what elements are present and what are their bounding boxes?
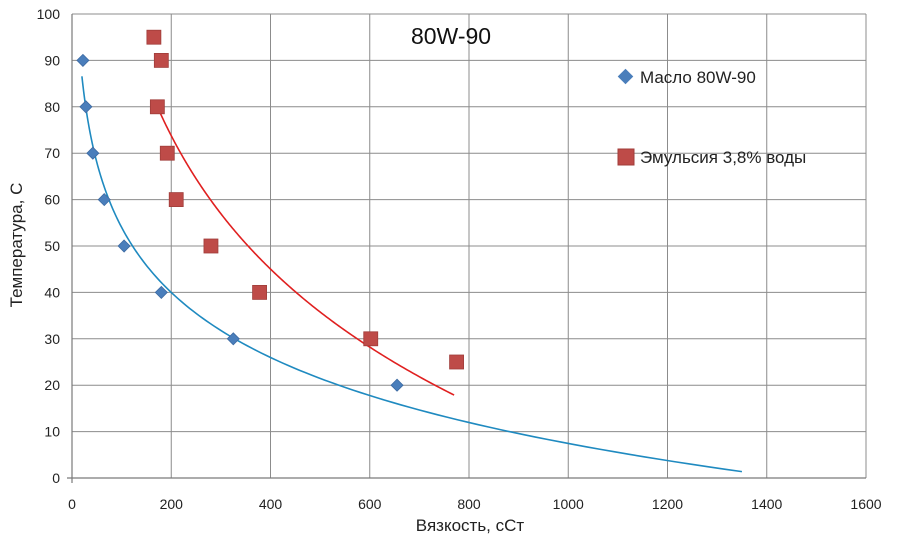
- legend-label-oil: Масло 80W-90: [640, 68, 756, 87]
- data-point-emulsion: [168, 192, 184, 208]
- x-tick-label: 0: [68, 496, 76, 512]
- legend-label-emulsion: Эмульсия 3,8% воды: [640, 148, 806, 167]
- chart-title: 80W-90: [411, 23, 491, 49]
- data-point-emulsion: [252, 284, 267, 300]
- x-tick-label: 1600: [850, 496, 881, 512]
- x-tick-label: 1200: [652, 496, 683, 512]
- data-point-emulsion: [363, 331, 379, 347]
- legend: Масло 80W-90 Эмульсия 3,8% воды: [617, 68, 806, 167]
- data-point-oil: [86, 146, 100, 160]
- data-point-oil: [79, 100, 93, 114]
- y-tick-label: 90: [44, 52, 60, 68]
- data-point-emulsion: [159, 145, 175, 161]
- trendlines: [81, 76, 743, 473]
- trendline-series-1: [155, 104, 455, 396]
- y-tick-label: 40: [44, 284, 60, 300]
- data-markers: [76, 29, 464, 392]
- x-tick-label: 1000: [553, 496, 584, 512]
- x-tick-label: 600: [358, 496, 382, 512]
- y-tick-label: 50: [44, 238, 60, 254]
- y-tick-labels: 0 10 20 30 40 50 60 70 80 90 100: [37, 6, 61, 486]
- x-tick-label: 400: [259, 496, 283, 512]
- data-point-oil: [226, 332, 240, 346]
- data-point-oil: [97, 193, 111, 207]
- data-point-emulsion: [203, 238, 219, 254]
- y-tick-label: 100: [37, 6, 61, 22]
- y-tick-label: 80: [44, 99, 60, 115]
- y-tick-label: 60: [44, 192, 60, 208]
- data-point-oil: [76, 53, 90, 67]
- data-point-emulsion: [449, 354, 464, 370]
- legend-marker-oil: [617, 68, 634, 85]
- y-tick-label: 0: [52, 470, 60, 486]
- x-tick-labels: 0 200 400 600 800 1000 1200 1400 1600: [68, 496, 882, 512]
- x-tick-label: 1400: [751, 496, 782, 512]
- data-point-oil: [390, 378, 404, 392]
- data-point-emulsion: [153, 53, 169, 68]
- x-tick-label: 800: [457, 496, 481, 512]
- y-tick-label: 10: [44, 424, 60, 440]
- data-point-emulsion: [146, 29, 162, 45]
- legend-marker-emulsion: [617, 148, 635, 166]
- data-point-oil: [154, 285, 168, 299]
- trendline-series-0: [81, 76, 743, 473]
- x-tick-label: 200: [160, 496, 184, 512]
- data-point-emulsion: [149, 99, 165, 115]
- y-axis-title: Температура, С: [7, 183, 26, 308]
- y-tick-label: 30: [44, 331, 60, 347]
- y-tick-label: 70: [44, 145, 60, 161]
- y-tick-label: 20: [44, 377, 60, 393]
- x-axis-title: Вязкость, сСт: [416, 516, 525, 535]
- data-point-oil: [117, 239, 131, 253]
